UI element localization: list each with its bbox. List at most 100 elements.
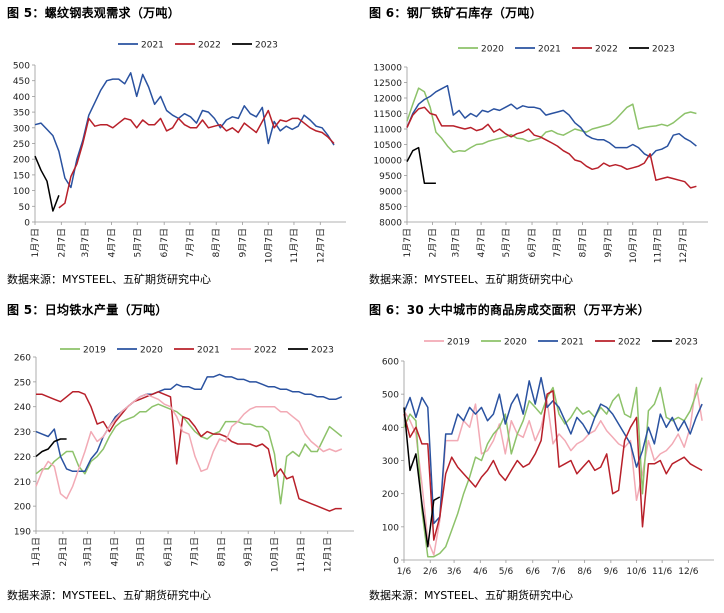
y-tick-label: 250 [14, 378, 31, 388]
y-tick-label: 9000 [379, 188, 402, 198]
series-line-2023 [34, 155, 60, 212]
y-tick-label: 150 [13, 171, 30, 181]
y-tick-label: 190 [14, 528, 31, 538]
series-line-2021 [34, 72, 335, 189]
y-tick-label: 250 [13, 140, 30, 150]
legend-label-2022: 2022 [595, 45, 618, 55]
legend-label-2019: 2019 [447, 338, 470, 348]
y-tick-label: 13000 [373, 64, 402, 74]
chart-svg: 190 200 210 220 230 240 250 260 1月1日 2月1日 3月1日 4月1日… [14, 346, 354, 572]
legend-label-2023: 2023 [255, 41, 278, 51]
y-tick-label: 220 [14, 453, 31, 463]
legend-label-2022: 2022 [198, 41, 221, 51]
y-tick-label: 260 [14, 354, 31, 364]
x-tick-label: 1月7日 [402, 228, 413, 257]
series-line-2020 [35, 373, 343, 473]
x-tick-label: 8月7日 [577, 228, 588, 257]
x-tick-label: 11月1日 [296, 537, 307, 572]
source-note: 数据来源：MYSTEEL、五矿期货研究中心 [369, 589, 573, 602]
y-tick-label: 300 [13, 124, 30, 134]
y-tick-label: 12000 [373, 95, 402, 105]
legend-label-2022: 2022 [254, 346, 277, 356]
series-line-2022 [58, 109, 335, 209]
x-tick-label: 1/6 [397, 567, 412, 577]
legend-label-2019: 2019 [83, 346, 106, 356]
x-tick-label: 5月7日 [501, 228, 512, 257]
y-tick-label: 500 [382, 391, 399, 401]
chart-title: 图 5：日均铁水产量（万吨） [7, 303, 168, 317]
y-tick-label: 12500 [373, 79, 402, 89]
chart-panel-rebar: 图 5：螺纹钢表观需求（万吨） 0 50 100 150 200 250 300 350 400 4… [0, 0, 362, 300]
x-tick-label: 10/6 [626, 567, 646, 577]
x-tick-label: 6月1日 [163, 537, 174, 566]
legend-label-2021: 2021 [197, 346, 220, 356]
x-tick-label: 3月7日 [451, 228, 462, 257]
series-line-2023 [403, 407, 441, 548]
y-tick-label: 10000 [373, 157, 402, 167]
x-tick-label: 9月7日 [603, 228, 614, 257]
y-tick-label: 0 [393, 557, 399, 567]
series-line-2022 [35, 393, 343, 500]
x-tick-label: 6月7日 [159, 228, 170, 257]
y-tick-label: 200 [382, 490, 399, 500]
x-tick-label: 8/6 [577, 567, 592, 577]
y-tick-label: 400 [13, 93, 30, 103]
x-tick-label: 6/6 [526, 567, 541, 577]
x-tick-label: 2月1日 [58, 537, 69, 566]
x-tick-label: 9月7日 [238, 228, 249, 257]
x-tick-label: 9/6 [604, 567, 619, 577]
legend-label-2022: 2022 [618, 338, 641, 348]
series-line-2021 [406, 84, 697, 158]
x-tick-label: 4月7日 [107, 228, 118, 257]
x-tick-label: 3/6 [447, 567, 462, 577]
x-tick-label: 12月7日 [315, 228, 326, 263]
x-tick-label: 9月1日 [243, 537, 254, 566]
chart-svg: 0 50 100 150 200 250 300 350 400 450 500 1月7日 2月7日 3月… [13, 41, 346, 263]
x-tick-label: 11月7日 [653, 228, 664, 263]
x-tick-label: 10月7日 [628, 228, 639, 263]
y-tick-label: 10500 [373, 141, 402, 151]
y-tick-label: 11500 [373, 110, 402, 120]
x-tick-label: 1月1日 [31, 537, 42, 566]
x-tick-label: 11月7日 [289, 228, 300, 263]
series-line-2022 [406, 106, 697, 189]
legend-label-2020: 2020 [140, 346, 163, 356]
y-tick-label: 230 [14, 428, 31, 438]
x-tick-label: 7月7日 [552, 228, 563, 257]
x-tick-label: 12月7日 [678, 228, 689, 263]
y-tick-label: 100 [13, 187, 30, 197]
x-tick-label: 8月7日 [211, 228, 222, 257]
chart-title: 图 5：螺纹钢表观需求（万吨） [7, 6, 181, 20]
legend-label-2020: 2020 [481, 45, 504, 55]
x-tick-label: 11/6 [652, 567, 672, 577]
series-line-2019 [403, 383, 703, 556]
y-tick-label: 200 [14, 503, 31, 513]
x-tick-label: 7月7日 [185, 228, 196, 257]
source-note: 数据来源：MYSTEEL、五矿期货研究中心 [369, 273, 573, 286]
y-tick-label: 350 [13, 109, 30, 119]
x-tick-label: 3月1日 [82, 537, 93, 566]
series-line-2021 [36, 391, 342, 512]
x-tick-label: 4月7日 [476, 228, 487, 257]
series-line-2023 [406, 146, 436, 185]
x-tick-label: 5月7日 [132, 228, 143, 257]
x-tick-label: 6月7日 [527, 228, 538, 257]
chart-panel-housing: 图 6：30 大中城市的商品房成交面积（万平方米） 0 100 200 300 400 50… [362, 300, 724, 613]
legend-label-2023: 2023 [675, 338, 698, 348]
x-tick-label: 5/6 [499, 567, 514, 577]
legend-label-2020: 2020 [504, 338, 527, 348]
y-tick-label: 450 [13, 77, 30, 87]
y-tick-label: 300 [382, 457, 399, 467]
y-tick-label: 100 [382, 523, 399, 533]
series-line-2021 [403, 376, 703, 525]
y-tick-label: 11000 [373, 126, 402, 136]
chart-svg: 8000 8500 9000 9500 10000 10500 11000 11500 1200… [373, 45, 708, 263]
y-tick-label: 240 [14, 403, 31, 413]
y-tick-label: 9500 [379, 172, 402, 182]
x-tick-label: 4/6 [473, 567, 488, 577]
y-tick-label: 8500 [379, 203, 402, 213]
series-line-2020 [403, 377, 703, 558]
x-tick-label: 2月7日 [427, 228, 438, 257]
legend-label-2021: 2021 [561, 338, 584, 348]
x-tick-label: 5月1日 [136, 537, 147, 566]
